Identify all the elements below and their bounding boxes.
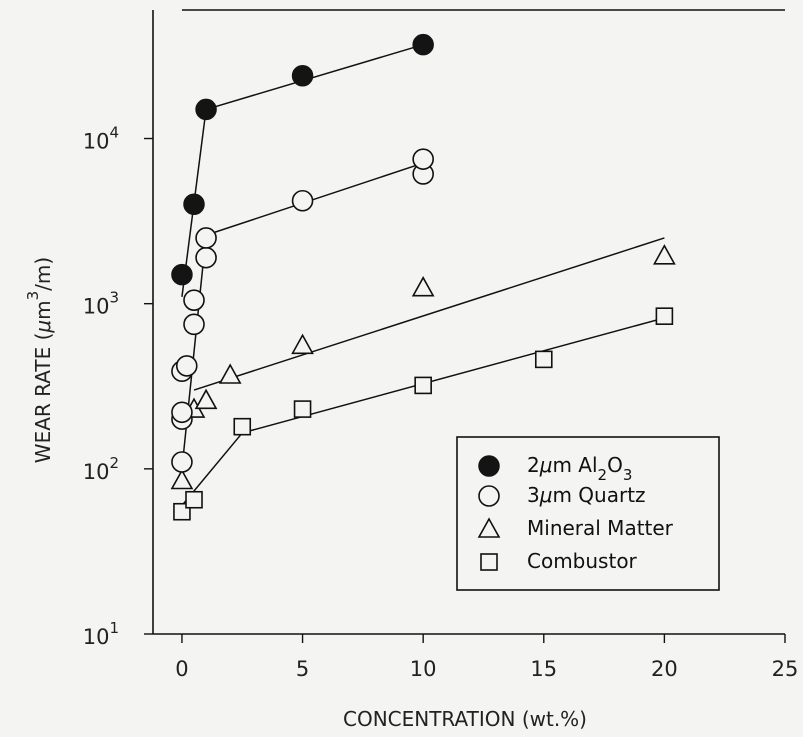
data-point-s0-2: [195, 98, 217, 121]
data-point-s1-5: [183, 313, 205, 336]
data-point-s2-4: [291, 333, 314, 355]
y-axis-title: WEAR RATE (μm3/m): [24, 257, 55, 463]
legend-entry-quartz: 3μm Quartz: [527, 483, 646, 507]
fit-line-s0-1: [205, 43, 424, 111]
legend-entry-mineral-matter: Mineral Matter: [527, 516, 674, 540]
legend: 2μm Al2O3 3μm Quartz Mineral Matter Comb…: [456, 436, 720, 591]
legend-marker-s1: [478, 485, 500, 507]
legend-box: [456, 436, 720, 591]
x-tick-label-0: 0: [175, 657, 188, 681]
data-point-s2-5: [411, 276, 435, 297]
data-point-s1-0: [171, 451, 193, 473]
x-tick-label-5: 5: [296, 657, 309, 681]
data-point-s3-1: [185, 490, 203, 509]
plot-area: 0 5 10 15 20 25 101 102 103 104: [83, 9, 799, 681]
data-point-s1-4: [175, 355, 198, 377]
data-point-s1-9: [291, 189, 314, 212]
legend-marker-s0: [478, 455, 500, 477]
legend-marker-s3: [480, 553, 498, 571]
data-point-s1-7: [195, 246, 217, 269]
legend-markers: [477, 455, 501, 571]
data-point-s1-11: [412, 148, 434, 170]
data-point-s2-0: [170, 468, 194, 490]
data-point-s0-4: [412, 33, 434, 56]
data-point-s3-4: [414, 376, 432, 395]
data-point-s0-0: [171, 263, 193, 286]
data-point-s0-1: [183, 193, 205, 215]
fit-line-s1-1: [205, 162, 424, 236]
data-point-s0-3: [291, 64, 314, 87]
legend-entry-combustor: Combustor: [527, 549, 638, 573]
x-axis-title: CONCENTRATION (wt.%): [343, 707, 587, 731]
data-point-s2-6: [653, 244, 676, 265]
data-point-s3-6: [655, 307, 674, 325]
y-tick-label-1e3: 103: [83, 289, 119, 319]
data-point-s1-6: [183, 289, 205, 311]
x-tick-label-20: 20: [651, 657, 678, 681]
x-tick-label-25: 25: [772, 657, 799, 681]
fit-line-s3-1: [242, 317, 665, 434]
x-tick-label-10: 10: [410, 657, 437, 681]
data-point-s1-8: [195, 227, 217, 249]
data-point-s1-2: [171, 401, 193, 424]
y-tick-label-1e1: 101: [83, 619, 119, 649]
fit-line-s1-0: [181, 235, 207, 469]
data-point-s2-3: [218, 363, 242, 384]
legend-marker-s2: [477, 517, 501, 538]
y-tick-label-1e2: 102: [83, 454, 119, 484]
data-point-s2-2: [194, 388, 218, 410]
y-tick-label-1e4: 104: [83, 124, 119, 154]
legend-entry-al2o3: 2μm Al2O3: [527, 453, 632, 484]
x-tick-label-15: 15: [530, 657, 557, 681]
fit-line-s2-0: [193, 237, 665, 391]
data-point-s3-3: [293, 400, 312, 418]
data-point-s3-5: [534, 350, 553, 369]
data-point-s3-2: [233, 417, 252, 436]
